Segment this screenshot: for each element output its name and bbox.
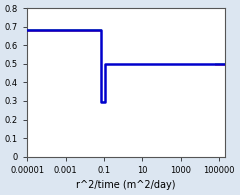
X-axis label: r^2/time (m^2/day): r^2/time (m^2/day) <box>76 180 176 190</box>
